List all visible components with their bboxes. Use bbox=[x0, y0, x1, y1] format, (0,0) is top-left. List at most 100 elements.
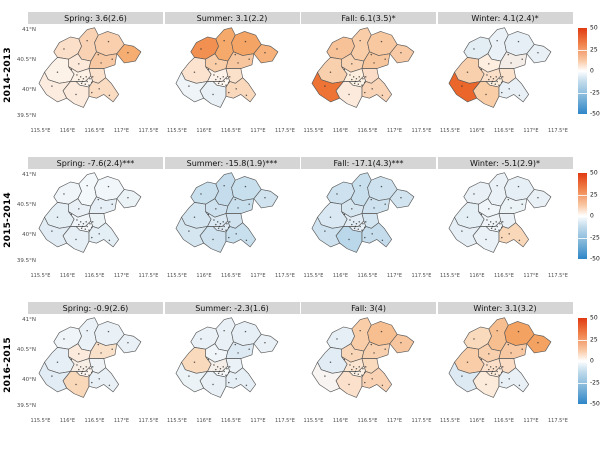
station-dot bbox=[70, 358, 73, 361]
y-axis-tick-label: 39.5°N bbox=[16, 113, 36, 119]
station-dot bbox=[127, 197, 129, 199]
station-dot bbox=[78, 78, 80, 81]
station-dot bbox=[484, 238, 487, 241]
station-dot bbox=[227, 91, 230, 94]
station-dot bbox=[500, 91, 503, 94]
station-dot bbox=[353, 82, 356, 85]
station-dot bbox=[362, 367, 364, 370]
x-axis-tick-label: 115.5°E bbox=[166, 273, 187, 279]
colorbar-tick-label: -50 bbox=[590, 400, 600, 408]
station-dot bbox=[507, 198, 509, 201]
station-dot bbox=[193, 216, 195, 218]
station-dot bbox=[218, 225, 220, 228]
station-dot bbox=[212, 364, 215, 366]
y-axis-tick-label: 41°N bbox=[22, 27, 36, 33]
station-dot bbox=[234, 198, 236, 201]
station-dot bbox=[227, 226, 230, 229]
station-dot bbox=[536, 52, 539, 54]
station-dot bbox=[355, 222, 358, 225]
panel-row-2016-2015: 2016-2015 41°N 40.5°N 40°N 39.5°N Spring: -0.… bbox=[0, 302, 600, 436]
district-shape bbox=[225, 77, 256, 103]
x-axis-tick-label: 115.5°E bbox=[30, 418, 51, 424]
station-dot bbox=[324, 85, 326, 87]
district-shape bbox=[361, 222, 393, 248]
station-dot bbox=[222, 184, 225, 187]
station-dot bbox=[263, 197, 266, 199]
station-dot bbox=[79, 221, 82, 223]
station-dot bbox=[214, 368, 217, 371]
x-axis-tick-label: 116.5°E bbox=[220, 128, 241, 134]
station-dot bbox=[494, 366, 497, 368]
station-dot bbox=[494, 83, 496, 86]
station-dot bbox=[490, 372, 492, 375]
station-dot bbox=[329, 216, 332, 218]
station-dot bbox=[108, 384, 111, 387]
x-axis-tick-label: 115.5°E bbox=[439, 418, 460, 424]
station-dot bbox=[460, 230, 463, 232]
station-dot bbox=[351, 63, 353, 65]
station-dot bbox=[222, 225, 225, 228]
colorbar-tick bbox=[578, 194, 587, 196]
x-axis: 115.5°E 116°E 116.5°E 117°E 117.5°E bbox=[301, 271, 436, 282]
station-dot bbox=[472, 193, 475, 195]
row-label-text: 2014-2013 bbox=[2, 47, 13, 103]
station-dot bbox=[216, 221, 218, 223]
station-dot bbox=[494, 373, 496, 376]
station-dot bbox=[497, 229, 500, 231]
station-dot bbox=[247, 203, 250, 205]
x-axis-tick-label: 117.5°E bbox=[411, 418, 432, 424]
station-dot bbox=[384, 203, 386, 205]
station-dot bbox=[91, 76, 94, 78]
beijing-choropleth-map bbox=[311, 172, 415, 253]
station-dot bbox=[491, 225, 493, 228]
station-dot bbox=[491, 370, 493, 373]
station-dot bbox=[82, 77, 85, 80]
station-dot bbox=[536, 342, 539, 344]
station-dot bbox=[492, 367, 494, 370]
station-dot bbox=[91, 226, 93, 229]
station-dot bbox=[361, 229, 363, 231]
station-dot bbox=[495, 80, 498, 83]
facet-2016-2015-col1: Summer: -2.3(1.6) 115.5°E 116°E 116.5°E 117°… bbox=[164, 302, 300, 427]
station-dot bbox=[100, 352, 102, 354]
y-axis-tick-label: 40.5°N bbox=[16, 57, 36, 63]
x-axis-tick-label: 115.5°E bbox=[439, 273, 460, 279]
colorbar-tick bbox=[578, 382, 587, 384]
station-dot bbox=[234, 233, 237, 235]
map-container bbox=[301, 169, 436, 271]
station-dot bbox=[357, 83, 360, 86]
map-container bbox=[438, 169, 573, 271]
station-dot bbox=[489, 366, 491, 368]
station-dot bbox=[56, 71, 59, 73]
facet-header: Winter: 4.1(2.4)* bbox=[437, 12, 573, 24]
station-dot bbox=[480, 213, 482, 216]
facet-header: Summer: -2.3(1.6) bbox=[164, 302, 300, 314]
station-dot bbox=[86, 80, 88, 83]
station-dot bbox=[86, 39, 88, 42]
station-dot bbox=[518, 384, 520, 387]
station-dot bbox=[357, 228, 360, 231]
district-shape bbox=[498, 77, 529, 103]
district-shape bbox=[498, 367, 529, 393]
station-dot bbox=[214, 223, 217, 226]
station-dot bbox=[228, 76, 230, 78]
station-dot bbox=[79, 366, 82, 368]
station-dot bbox=[507, 343, 509, 346]
station-dot bbox=[495, 39, 498, 42]
x-axis-tick-label: 116°E bbox=[59, 418, 76, 424]
station-dot bbox=[349, 219, 351, 221]
station-dot bbox=[501, 366, 503, 368]
station-dot bbox=[219, 367, 221, 370]
station-dot bbox=[81, 80, 84, 83]
station-dot bbox=[507, 88, 510, 90]
station-dot bbox=[84, 373, 87, 376]
colorbar-tick bbox=[578, 216, 587, 217]
station-dot bbox=[224, 229, 227, 231]
x-axis-tick-label: 115.5°E bbox=[166, 128, 187, 134]
x-axis-tick-label: 116°E bbox=[332, 418, 349, 424]
station-dot bbox=[111, 58, 113, 60]
station-dot bbox=[221, 83, 223, 86]
station-dot bbox=[88, 374, 90, 376]
station-dot bbox=[228, 366, 230, 368]
